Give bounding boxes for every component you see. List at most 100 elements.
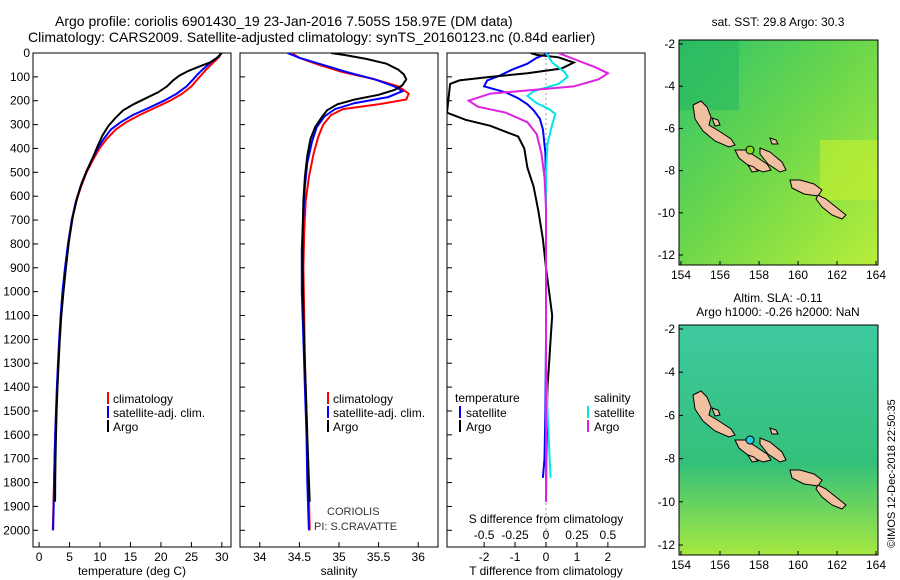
depth-tick-label: 400 bbox=[10, 141, 30, 155]
sla-argo-marker bbox=[745, 435, 755, 445]
x-tick-label: 2 bbox=[605, 550, 612, 564]
island-shape bbox=[692, 100, 736, 148]
sla-map-title-line2: Argo h1000: -0.26 h2000: NaN bbox=[696, 305, 859, 319]
temperature-panel bbox=[32, 52, 232, 548]
x-tick-label: 0 bbox=[36, 550, 43, 564]
depth-tick-label: 1400 bbox=[3, 380, 30, 394]
depth-tick-label: 800 bbox=[10, 237, 30, 251]
x-tick-label: 30 bbox=[215, 550, 229, 564]
difference-legend: temperature satellite Argo salinity sate… bbox=[455, 391, 635, 434]
difference-series-t-argo bbox=[447, 53, 577, 502]
map-y-tick-label: -8 bbox=[664, 452, 675, 466]
sst-argo-marker bbox=[745, 145, 755, 155]
map-x-tick-label: 164 bbox=[866, 558, 886, 572]
legend-climatology-label: climatology bbox=[333, 392, 393, 406]
depth-tick-label: 600 bbox=[10, 189, 30, 203]
difference-series-s-argo bbox=[466, 53, 610, 502]
temperature-series-climatology bbox=[51, 53, 222, 531]
island-shape bbox=[759, 437, 787, 463]
legend-s-argo-label: Argo bbox=[594, 420, 620, 434]
pi-annotation: PI: S.CRAVATTE bbox=[314, 521, 397, 533]
depth-tick-label: 1300 bbox=[3, 356, 30, 370]
top-x-tick-label: 0.5 bbox=[600, 528, 617, 542]
x-tick-label: 1 bbox=[574, 550, 581, 564]
map-y-tick-label: -12 bbox=[658, 248, 676, 262]
sst-map-patch bbox=[679, 40, 739, 110]
sla-map-field bbox=[679, 325, 878, 555]
island-shape bbox=[789, 469, 823, 487]
map-x-tick-label: 156 bbox=[710, 558, 730, 572]
island-shape bbox=[815, 194, 847, 220]
map-x-tick-label: 162 bbox=[827, 268, 847, 282]
depth-tick-label: 1700 bbox=[3, 452, 30, 466]
institution-annotation: CORIOLIS bbox=[327, 506, 380, 518]
imos-stamp: ©IMOS 12-Dec-2018 22:50:35 bbox=[886, 399, 898, 548]
map-y-tick-label: -6 bbox=[664, 408, 675, 422]
sst-map-frame bbox=[678, 39, 879, 266]
x-tick-label: 25 bbox=[185, 550, 199, 564]
depth-tick-label: 1000 bbox=[3, 285, 30, 299]
map-x-tick-label: 162 bbox=[827, 558, 847, 572]
map-x-tick-label: 160 bbox=[788, 268, 808, 282]
depth-tick-label: 2000 bbox=[3, 523, 30, 537]
map-y-tick-label: -12 bbox=[658, 538, 676, 552]
difference-series-s-satellite bbox=[525, 53, 570, 478]
map-x-tick-label: 158 bbox=[749, 558, 769, 572]
island-shape bbox=[692, 390, 736, 438]
x-tick-label: -1 bbox=[510, 550, 521, 564]
map-y-tick-label: -4 bbox=[664, 365, 675, 379]
sst-map-axes: 154 156 158 160 162 164 -2 -4 -6 -8 -10 -12 bbox=[658, 37, 887, 282]
island-shape bbox=[711, 117, 721, 127]
depth-tick-label: 0 bbox=[23, 46, 30, 60]
temperature-legend: climatology satellite-adj. clim. Argo bbox=[107, 392, 205, 434]
map-x-tick-label: 156 bbox=[710, 268, 730, 282]
depth-tick-label: 1600 bbox=[3, 428, 30, 442]
top-x-tick-label: -0.5 bbox=[474, 528, 495, 542]
map-y-tick-label: -10 bbox=[658, 206, 676, 220]
map-y-tick-label: -4 bbox=[664, 79, 675, 93]
depth-tick-label: 100 bbox=[10, 70, 30, 84]
map-y-tick-label: -6 bbox=[664, 121, 675, 135]
salinity-legend: climatology satellite-adj. clim. Argo bbox=[327, 392, 425, 434]
legend-temperature-title: temperature bbox=[455, 391, 520, 405]
sla-map-islands bbox=[692, 390, 847, 510]
map-x-tick-label: 158 bbox=[749, 268, 769, 282]
depth-tick-label: 1800 bbox=[3, 476, 30, 490]
depth-tick-label: 300 bbox=[10, 118, 30, 132]
map-x-tick-label: 154 bbox=[671, 268, 691, 282]
depth-axis: 0 100 200 300 400 500 600 700 800 900 1000 1100 1200… bbox=[3, 46, 452, 537]
map-x-tick-label: 160 bbox=[788, 558, 808, 572]
island-shape bbox=[746, 454, 760, 463]
salinity-xlabel: salinity bbox=[321, 564, 358, 578]
depth-tick-label: 1500 bbox=[3, 404, 30, 418]
island-shape bbox=[759, 147, 787, 173]
salinity-series-argo bbox=[301, 53, 408, 502]
x-tick-label: 36 bbox=[412, 550, 426, 564]
depth-tick-label: 500 bbox=[10, 165, 30, 179]
sst-map-islands bbox=[692, 100, 847, 220]
temperature-series-satellite bbox=[52, 53, 223, 531]
temperature-xlabel: temperature (deg C) bbox=[78, 564, 186, 578]
temperature-series-argo bbox=[54, 53, 223, 502]
legend-argo-label: Argo bbox=[333, 420, 359, 434]
x-tick-label: 35 bbox=[332, 550, 346, 564]
island-shape bbox=[746, 164, 760, 173]
x-tick-label: 35.5 bbox=[367, 550, 391, 564]
sla-map-frame bbox=[678, 324, 879, 556]
sst-map-title: sat. SST: 29.8 Argo: 30.3 bbox=[712, 15, 845, 29]
map-x-tick-label: 154 bbox=[671, 558, 691, 572]
legend-salinity-title: salinity bbox=[594, 391, 631, 405]
x-tick-label: 0 bbox=[543, 550, 550, 564]
sla-map-title-line1: Altim. SLA: -0.11 bbox=[733, 291, 822, 305]
difference-xlabel: T difference from climatology bbox=[469, 564, 623, 578]
map-y-tick-label: -2 bbox=[664, 37, 675, 51]
x-tick-label: 34.5 bbox=[288, 550, 312, 564]
top-x-tick-label: 0 bbox=[543, 528, 550, 542]
legend-s-satellite-label: satellite bbox=[594, 406, 635, 420]
map-y-tick-label: -10 bbox=[658, 495, 676, 509]
map-y-tick-label: -8 bbox=[664, 164, 675, 178]
island-shape bbox=[711, 407, 721, 417]
legend-satellite-label: satellite-adj. clim. bbox=[113, 406, 205, 420]
sst-map-patch bbox=[820, 140, 878, 200]
